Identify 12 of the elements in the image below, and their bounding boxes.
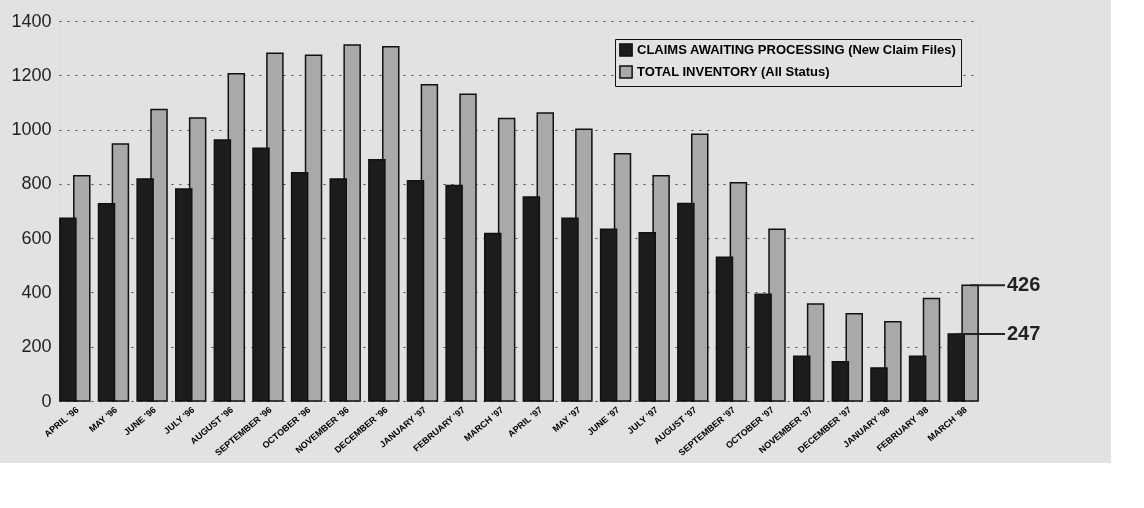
- y-tick-label: 600: [21, 227, 52, 248]
- y-tick-label: 1400: [11, 10, 52, 31]
- y-tick-label: 1200: [11, 64, 52, 85]
- y-tick-label: 400: [21, 281, 52, 302]
- legend-label: TOTAL INVENTORY (All Status): [637, 64, 830, 79]
- y-tick-label: 800: [21, 173, 52, 194]
- y-tick-label: 200: [21, 336, 52, 357]
- data-label: 426: [1007, 273, 1041, 296]
- data-label: 247: [1007, 321, 1041, 344]
- legend-label: CLAIMS AWAITING PROCESSING (New Claim Files): [637, 42, 956, 57]
- y-tick-label: 1000: [11, 119, 52, 140]
- y-tick-label: 0: [41, 390, 52, 411]
